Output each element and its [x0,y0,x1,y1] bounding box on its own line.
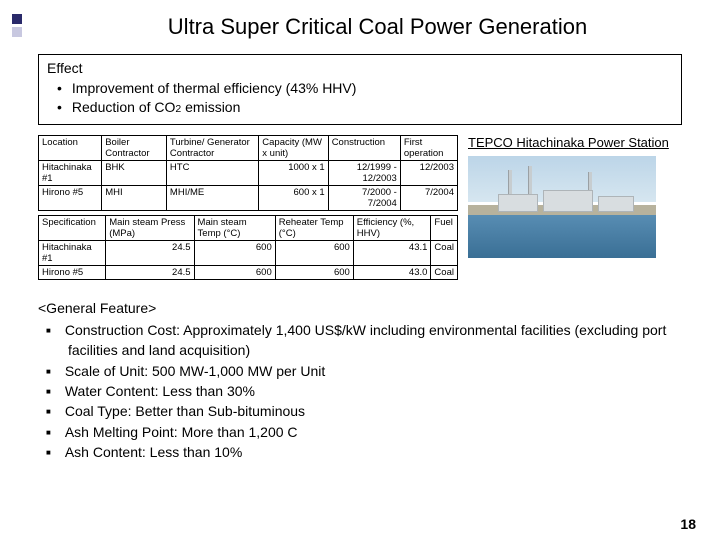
corner-decor [12,14,22,37]
general-feature: <General Feature> Construction Cost: App… [38,298,682,462]
effect-box: Effect Improvement of thermal efficiency… [38,54,682,125]
th: First operation [400,135,457,160]
effect-item: Reduction of CO2 emission [57,98,673,118]
th: Boiler Contractor [102,135,167,160]
table-row: Hitachinaka #1 BHK HTC 1000 x 1 12/1999 … [39,160,458,185]
feature-item: Ash Content: Less than 10% [46,442,682,462]
general-heading: <General Feature> [38,298,682,318]
table-row: Hirono #5 24.5 600 600 43.0 Coal [39,265,458,279]
page-number: 18 [680,516,696,532]
feature-item: Scale of Unit: 500 MW-1,000 MW per Unit [46,361,682,381]
th: Location [39,135,102,160]
feature-item: Construction Cost: Approximately 1,400 U… [46,320,682,361]
feature-item: Coal Type: Better than Sub-bituminous [46,401,682,421]
table-row: Hirono #5 MHI MHI/ME 600 x 1 7/2000 - 7/… [39,185,458,210]
effect-list: Improvement of thermal efficiency (43% H… [47,79,673,118]
table-locations: Location Boiler Contractor Turbine/ Gene… [38,135,458,211]
effect-item: Improvement of thermal efficiency (43% H… [57,79,673,99]
page-title: Ultra Super Critical Coal Power Generati… [73,14,682,40]
spec-tables: Location Boiler Contractor Turbine/ Gene… [38,135,458,284]
th: Turbine/ Generator Contractor [166,135,258,160]
photo-caption: TEPCO Hitachinaka Power Station [468,135,682,150]
feature-item: Water Content: Less than 30% [46,381,682,401]
table-specs: Specification Main steam Press (MPa) Mai… [38,215,458,280]
feature-item: Ash Melting Point: More than 1,200 C [46,422,682,442]
table-row: Hitachinaka #1 24.5 600 600 43.1 Coal [39,240,458,265]
power-station-photo [468,156,656,258]
effect-heading: Effect [47,59,673,79]
th: Capacity (MW x unit) [259,135,328,160]
th: Construction [328,135,400,160]
